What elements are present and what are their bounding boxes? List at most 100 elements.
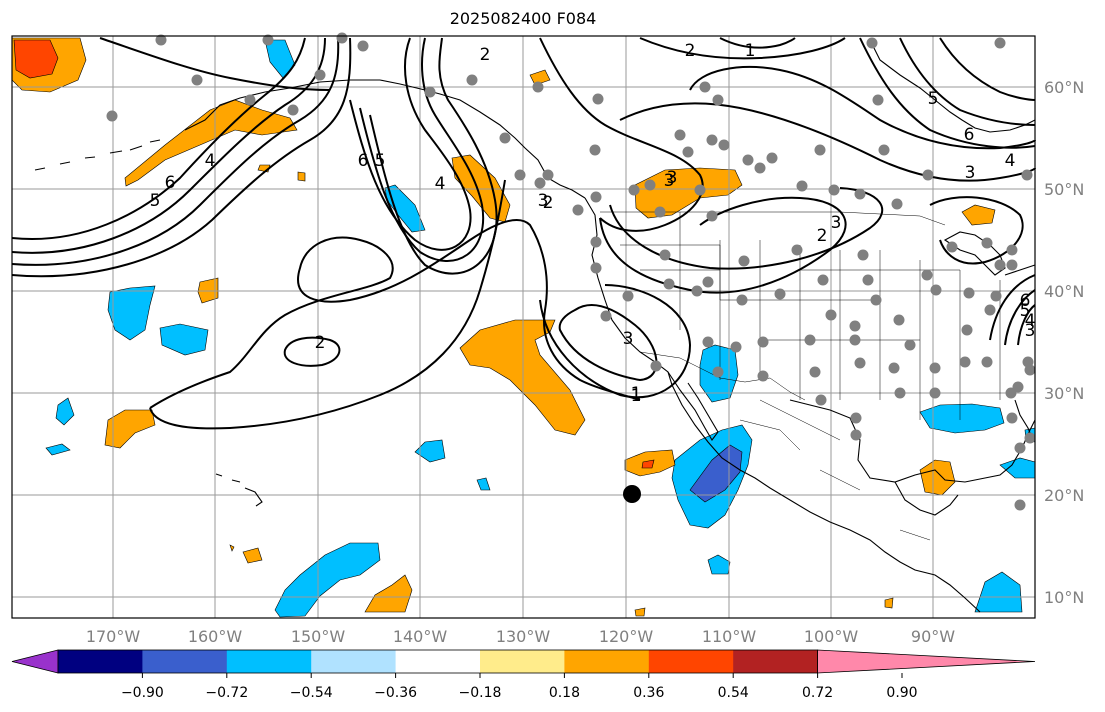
- station-dot: [796, 180, 808, 192]
- blue-patch: [55, 397, 75, 426]
- blue-patch: [476, 477, 491, 491]
- mexico-states: [739, 399, 931, 541]
- station-dot: [854, 188, 866, 200]
- latitude-label: 50°N: [1044, 180, 1084, 199]
- blue-patch: [159, 323, 209, 356]
- station-dot: [336, 32, 348, 44]
- contour-line: [558, 304, 658, 382]
- orange-patch: [961, 204, 996, 226]
- hawaii: [215, 473, 263, 507]
- contour-label: 3: [831, 213, 842, 233]
- station-dot: [849, 320, 861, 332]
- station-dot: [963, 287, 975, 299]
- colorbar-tick-label: −0.90: [121, 685, 164, 701]
- latitude-label: 30°N: [1044, 384, 1084, 403]
- orange-patch: [529, 69, 551, 86]
- contour-label: 6: [165, 173, 176, 193]
- contour-line: [359, 37, 485, 262]
- station-dot: [691, 285, 703, 297]
- station-dot: [1024, 364, 1036, 376]
- longitude-label: 150°W: [291, 627, 346, 646]
- contour-label: 1: [745, 41, 756, 61]
- station-dot: [702, 336, 714, 348]
- station-dot: [654, 206, 666, 218]
- contour-line: [11, 37, 340, 266]
- blue-patch: [414, 439, 446, 463]
- contour-label: 2: [480, 45, 491, 65]
- latitude-label: 10°N: [1044, 588, 1084, 607]
- orange-patch: [919, 459, 956, 496]
- station-dot: [1014, 442, 1026, 454]
- black-dot-marker: [623, 485, 641, 503]
- contour-line: [283, 336, 341, 367]
- colorbar-tick-label: 0.18: [549, 685, 580, 701]
- station-dot: [706, 210, 718, 222]
- colorbar-tick-label: 0.36: [633, 685, 664, 701]
- station-dot: [866, 37, 878, 49]
- station-dot: [804, 334, 816, 346]
- coastlines: [34, 39, 1036, 613]
- station-dot: [466, 74, 478, 86]
- station-dot: [663, 278, 675, 290]
- station-dot: [922, 169, 934, 181]
- longitude-labels: 170°W 160°W 150°W 140°W 130°W 120°W 110°W 100°W…: [86, 627, 955, 646]
- station-dot: [712, 366, 724, 378]
- latitude-label: 20°N: [1044, 486, 1084, 505]
- station-dot: [872, 94, 884, 106]
- colorbar: −0.90 −0.72 −0.54 −0.36 −0.18 0.18 0.36 0.54 0.7…: [11, 649, 1036, 701]
- colorbar-arrow-left: [11, 649, 59, 674]
- contour-label: 3: [664, 171, 675, 191]
- contour-label: 6: [964, 125, 975, 145]
- colorbar-segment: [480, 650, 565, 673]
- station-dot: [904, 339, 916, 351]
- colorbar-tick-label: −0.18: [459, 685, 502, 701]
- station-dot: [946, 241, 958, 253]
- colorbar-segment: [226, 650, 312, 673]
- colorbar-tick-label: 0.72: [802, 685, 833, 701]
- contour-label: 2: [817, 226, 828, 246]
- station-dot: [984, 304, 996, 316]
- colorbar-segment: [395, 650, 481, 673]
- west-coast: [584, 197, 981, 613]
- station-dot: [774, 288, 786, 300]
- blue-patch: [274, 542, 381, 618]
- station-dot: [828, 184, 840, 196]
- orange-patch: [297, 171, 306, 182]
- baja-peninsula: [667, 371, 719, 441]
- longitude-label: 100°W: [804, 627, 859, 646]
- contour-line: [939, 37, 1036, 101]
- station-dot: [929, 387, 941, 399]
- contour-label: 4: [1005, 151, 1016, 171]
- station-dot: [191, 74, 203, 86]
- station-dot: [590, 236, 602, 248]
- contour-label: 4: [1025, 311, 1036, 331]
- blue-patch: [107, 285, 156, 341]
- contour-label: 1: [631, 384, 642, 404]
- gulf-coast: [789, 399, 1036, 483]
- station-dot: [891, 198, 903, 210]
- contour-line: [539, 284, 692, 399]
- orange-patch: [634, 167, 743, 219]
- station-dot: [849, 334, 861, 346]
- contour-label: 3: [623, 329, 634, 349]
- station-dot: [738, 255, 750, 267]
- station-dot: [981, 356, 993, 368]
- contour-label: 5: [1020, 301, 1031, 321]
- station-dot: [262, 34, 274, 46]
- station-dot: [888, 362, 900, 374]
- political-borders: [600, 211, 1001, 541]
- station-dot: [1014, 499, 1026, 511]
- contour-line: [11, 37, 352, 278]
- station-dot: [155, 34, 167, 46]
- station-dot: [736, 294, 748, 306]
- contour-label: 2: [315, 333, 326, 353]
- contour-label: 3: [1025, 321, 1036, 341]
- contour-label: 5: [375, 151, 386, 171]
- station-dot: [589, 144, 601, 156]
- map-title: 2025082400 F084: [449, 9, 597, 28]
- station-dot: [590, 262, 602, 274]
- orange-patch: [104, 409, 156, 449]
- station-dot: [718, 139, 730, 151]
- station-dot: [1021, 169, 1033, 181]
- contour-line: [1017, 304, 1036, 346]
